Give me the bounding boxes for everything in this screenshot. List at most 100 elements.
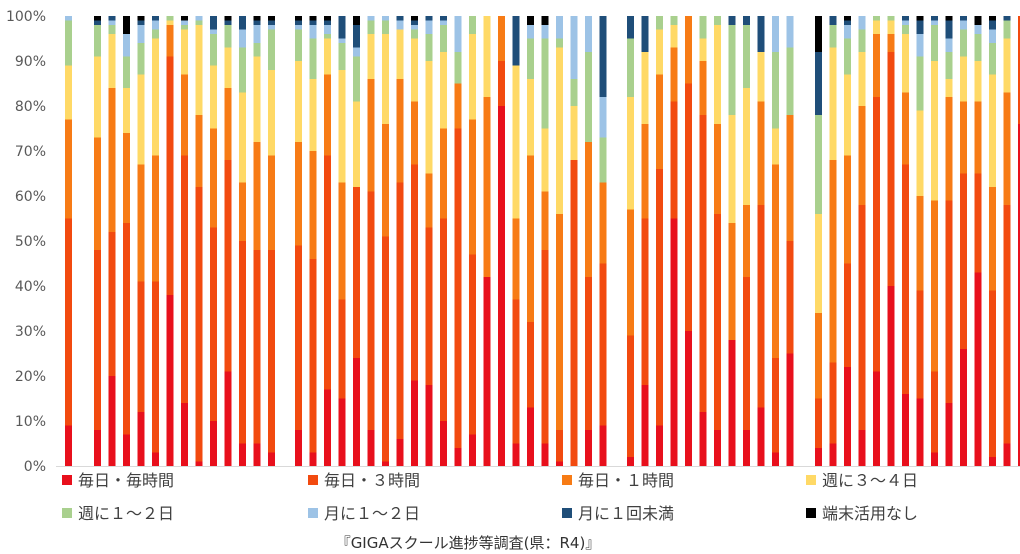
bars-area <box>65 16 1020 466</box>
bar-segment <box>123 133 130 223</box>
bar-segment <box>224 88 232 160</box>
bar-segment <box>65 218 72 426</box>
bar-segment <box>541 443 549 466</box>
bar-segment <box>974 101 982 174</box>
bar-segment <box>324 34 331 39</box>
bar-segment <box>585 277 592 430</box>
bar-segment <box>123 16 130 34</box>
bar <box>224 16 232 466</box>
bar <box>94 16 101 466</box>
bar-segment <box>844 25 851 39</box>
bar-segment <box>152 16 159 21</box>
bar-segment <box>627 16 634 39</box>
bar-segment <box>699 38 707 61</box>
legend-label: 週に３〜４日 <box>822 471 918 490</box>
bar-segment <box>425 20 433 34</box>
legend-label: 毎日・３時間 <box>324 471 420 490</box>
bar <box>268 16 275 466</box>
bar-segment <box>786 115 794 241</box>
bar-segment <box>989 457 996 466</box>
bar-segment <box>858 29 866 52</box>
bar-segment <box>195 25 203 115</box>
bar-segment <box>556 214 563 430</box>
bar-segment <box>670 101 678 219</box>
bar-segment <box>873 16 880 21</box>
bar-segment <box>195 187 203 462</box>
bar-segment <box>309 38 317 79</box>
bar-segment <box>123 34 130 57</box>
bar-segment <box>268 20 275 25</box>
bar-segment <box>123 223 130 435</box>
bar-segment <box>498 106 505 466</box>
bar-segment <box>902 34 909 93</box>
bar <box>239 16 246 466</box>
bar-segment <box>498 16 505 61</box>
bar-segment <box>641 218 649 385</box>
bar-segment <box>873 34 880 97</box>
bar-segment <box>224 47 232 88</box>
bar-segment <box>268 250 275 453</box>
bar <box>367 16 375 466</box>
bar-segment <box>367 191 375 430</box>
bar-segment <box>425 16 433 21</box>
bar-segment <box>974 34 982 61</box>
bar-segment <box>166 20 174 25</box>
bar <box>960 16 967 466</box>
bar-segment <box>253 43 261 57</box>
bar-segment <box>829 47 837 160</box>
bar-segment <box>137 74 145 165</box>
bar-segment <box>382 461 389 466</box>
bar-segment <box>873 371 880 466</box>
bar-segment <box>902 25 909 34</box>
bar <box>656 16 663 466</box>
bar-segment <box>324 20 331 25</box>
bar-segment <box>743 277 750 430</box>
legend-swatch <box>562 508 572 518</box>
bar-segment <box>512 218 520 300</box>
bar-segment <box>65 425 72 466</box>
bar <box>1003 16 1011 466</box>
bar-segment <box>94 56 101 138</box>
bar-segment <box>152 452 159 466</box>
bar-segment <box>931 16 938 21</box>
bar-segment <box>224 25 232 48</box>
bar-segment <box>945 97 953 201</box>
bar-segment <box>94 20 101 25</box>
bar-segment <box>556 38 563 48</box>
legend-label: 月に１回未満 <box>578 504 674 523</box>
bar-segment <box>440 128 447 219</box>
bar-segment <box>641 385 649 466</box>
bar-segment <box>585 16 592 52</box>
bar-segment <box>844 74 851 156</box>
bar-segment <box>743 430 750 466</box>
bar-segment <box>367 79 375 192</box>
bar <box>714 16 721 466</box>
bar-segment <box>512 299 520 444</box>
bar-segment <box>353 358 360 466</box>
bar-segment <box>1003 38 1011 93</box>
legend-label: 毎日・毎時間 <box>78 471 174 490</box>
bar-segment <box>815 52 822 115</box>
bar-segment <box>844 263 851 367</box>
bar-segment <box>974 173 982 273</box>
bar-segment <box>411 101 418 165</box>
bar-segment <box>858 16 866 30</box>
bar-segment <box>512 65 520 219</box>
bar-segment <box>627 38 634 97</box>
bar-segment <box>338 182 346 300</box>
bar-segment <box>353 101 360 187</box>
bar-segment <box>295 25 302 30</box>
bar-segment <box>541 16 549 25</box>
y-tick-label: 20% <box>15 369 46 385</box>
y-tick-label: 70% <box>15 144 46 160</box>
bar-segment <box>989 74 996 187</box>
y-tick-label: 50% <box>15 234 46 250</box>
bar-segment <box>94 16 101 21</box>
bar-segment <box>844 367 851 466</box>
bar-segment <box>815 214 822 313</box>
bar-segment <box>440 218 447 421</box>
bar-segment <box>469 119 476 255</box>
bar <box>195 16 203 466</box>
bar-segment <box>137 16 145 21</box>
bar-segment <box>253 20 261 25</box>
